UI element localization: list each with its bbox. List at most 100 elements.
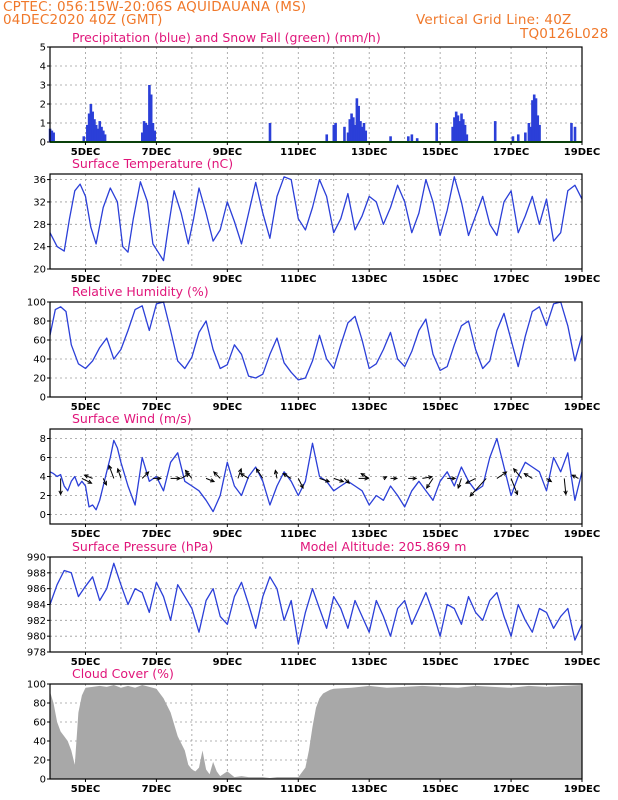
y-tick-label: 2: [40, 491, 46, 502]
wind-arrow-head: [502, 471, 508, 476]
precip-bar: [346, 132, 350, 142]
precip-bar: [100, 126, 103, 142]
x-tick-label: 11DEC: [280, 657, 316, 668]
wind-arrow-head: [83, 474, 89, 479]
x-tick-label: 5DEC: [71, 784, 100, 795]
wind-arrow: [469, 478, 487, 497]
wind-arrow-head: [238, 467, 243, 473]
wind-arrow-head: [571, 474, 577, 479]
y-tick-label: 0: [40, 510, 46, 521]
panel-wind: Surface Wind (m/s) 0 2 4 6 8 5DEC 7DEC 9DEC 11DEC…: [40, 411, 601, 540]
wind-arrow: [426, 478, 434, 489]
precip-bar: [456, 115, 460, 142]
x-tick-label: 9DEC: [213, 657, 242, 668]
wind-arrow: [117, 468, 122, 479]
x-tick-label: 5DEC: [71, 402, 100, 413]
wind-arrow-head: [144, 471, 150, 476]
wind-arrow-head: [426, 483, 431, 489]
x-tick-label: 7DEC: [142, 784, 171, 795]
wind-arrow: [360, 473, 370, 479]
x-tick-label: 9DEC: [213, 529, 242, 540]
y-tick-label: 984: [27, 600, 46, 611]
precip-bar: [82, 136, 86, 142]
wind-arrow: [255, 468, 264, 479]
wind-arrow: [319, 477, 330, 483]
wind-arrow: [333, 477, 344, 483]
x-tick-label: 5DEC: [71, 657, 100, 668]
x-tick-label: 19DEC: [564, 529, 600, 540]
y-tick-label: 0: [40, 393, 46, 404]
x-tick-label: 9DEC: [213, 147, 242, 158]
precip-bar: [527, 123, 531, 142]
panel-precipitation: Precipitation (blue) and Snow Fall (gree…: [40, 30, 601, 158]
precip-bar: [350, 113, 353, 142]
wind-arrow-head: [512, 467, 518, 473]
y-tick-label: 988: [27, 568, 46, 579]
y-tick-label: 2: [40, 100, 46, 111]
x-tick-label: 11DEC: [280, 402, 316, 413]
wind-arrow-head: [102, 480, 107, 486]
x-tick-label: 13DEC: [351, 784, 387, 795]
precip-bar: [352, 117, 355, 142]
header-station: CPTEC: 056:15W-20:06S AQUIDAUANA (MS): [3, 0, 307, 15]
wind-arrow: [457, 478, 462, 489]
x-tick-label: 13DEC: [351, 657, 387, 668]
y-tick-label: 0: [40, 138, 46, 149]
x-tick-label: 13DEC: [351, 529, 387, 540]
wind-arrow-head: [325, 478, 331, 483]
wind-arrow-head: [339, 478, 345, 483]
panel-title: Surface Pressure (hPa): [72, 539, 213, 554]
wind-arrow: [185, 470, 193, 479]
y-tick-label: 980: [27, 632, 46, 643]
y-tick-label: 20: [33, 265, 46, 276]
wind-arrow-head: [184, 469, 190, 475]
wind-arrow-head: [547, 477, 553, 483]
precip-bar: [146, 124, 149, 142]
precip-bar: [357, 105, 360, 142]
precip-bar: [50, 130, 54, 142]
wind-arrow: [563, 478, 567, 495]
x-tick-label: 11DEC: [280, 147, 316, 158]
precip-bar: [94, 124, 98, 142]
y-tick-label: 3: [40, 81, 46, 92]
wind-arrow: [180, 473, 190, 479]
humidity-series-line: [49, 301, 583, 381]
x-tick-label: 11DEC: [280, 784, 316, 795]
pressure-series-line: [49, 562, 583, 645]
wind-arrow-head: [464, 479, 471, 484]
wind-arrow: [510, 478, 518, 495]
x-tick-label: 11DEC: [280, 274, 316, 285]
wind-arrow-head: [213, 471, 218, 476]
x-tick-label: 15DEC: [422, 147, 458, 158]
precip-bar: [454, 111, 458, 142]
precip-bar: [573, 126, 577, 142]
x-tick-label: 17DEC: [493, 529, 529, 540]
wind-arrow-head: [393, 476, 399, 481]
x-tick-label: 9DEC: [213, 274, 242, 285]
wind-arrow: [524, 473, 533, 479]
x-tick-label: 7DEC: [142, 274, 171, 285]
x-tick-label: 7DEC: [142, 147, 171, 158]
y-tick-label: 36: [33, 175, 46, 186]
y-tick-label: 4: [40, 472, 46, 483]
temperature-series-line: [49, 176, 583, 262]
panel-frame: [49, 301, 583, 398]
panel-title: Surface Temperature (nC): [72, 156, 233, 171]
wind-arrow-head: [255, 467, 261, 473]
precip-bar: [343, 126, 346, 142]
precip-bar: [534, 98, 538, 142]
wind-arrow-head: [428, 475, 434, 480]
y-tick-label: 20: [33, 374, 46, 385]
precip-bar: [148, 85, 151, 142]
wind-arrow-head: [514, 490, 519, 496]
precip-bar: [410, 134, 414, 142]
x-tick-label: 19DEC: [564, 657, 600, 668]
wind-arrow: [571, 474, 579, 479]
y-tick-label: 80: [33, 317, 46, 328]
x-tick-label: 17DEC: [493, 274, 529, 285]
y-tick-label: 8: [40, 434, 46, 445]
x-tick-label: 15DEC: [422, 784, 458, 795]
wind-arrow-head: [345, 479, 350, 485]
y-tick-label: 4: [40, 62, 46, 73]
